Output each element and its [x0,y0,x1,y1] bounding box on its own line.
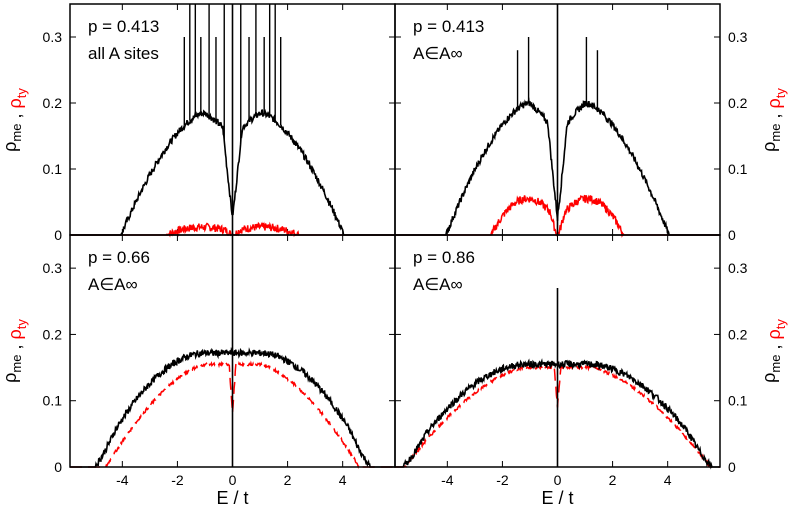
y-tick-label: 0.1 [728,161,748,177]
series-rho-ty [70,360,395,469]
y-axis-label: ρme , ρty [0,88,29,152]
x-tick-label: 0 [229,472,237,488]
y-axis-label: ρme , ρty [0,319,29,383]
y-tick-label: 0.3 [43,260,63,276]
y-tick-label: 0 [54,227,62,243]
x-tick-label: -2 [171,472,184,488]
y-tick-label: 0.3 [728,29,748,45]
x-tick-label: -4 [441,472,454,488]
y-tick-label: 0.2 [728,326,748,342]
x-axis-label: E / t [216,488,248,508]
x-tick-label: 4 [664,472,672,488]
panel-top-right: p = 0.413 A∈A∞ [394,3,721,238]
panel-annotation: p = 0.86 [413,248,475,267]
y-tick-label: 0.3 [43,29,63,45]
panel-annotation: p = 0.66 [88,248,150,267]
y-tick-label: 0 [728,227,736,243]
panel-annotation: A∈A∞ [413,44,463,63]
y-tick-label: 0 [54,459,62,475]
y-tick-label: 0 [728,459,736,475]
y-tick-label: 0.2 [43,326,63,342]
panel-annotation: A∈A∞ [88,275,138,294]
x-tick-label: -4 [116,472,129,488]
y-tick-label: 0.1 [43,393,63,409]
y-tick-label: 0.1 [43,161,63,177]
x-axis-label: E / t [541,488,573,508]
panel-annotation: all A sites [88,44,159,63]
panel-bottom-left: p = 0.66 A∈A∞ [69,234,396,469]
x-tick-label: 4 [339,472,347,488]
panel-bottom-right: p = 0.86 A∈A∞ [394,234,721,470]
panel-annotation: A∈A∞ [413,275,463,294]
y-tick-label: 0.2 [43,95,63,111]
y-tick-label: 0.2 [728,95,748,111]
panel-annotation: p = 0.413 [413,17,484,36]
x-tick-label: -2 [496,472,509,488]
x-tick-label: 2 [609,472,617,488]
y-axis-label: ρme , ρty [759,319,788,383]
y-tick-label: 0.1 [728,393,748,409]
x-tick-label: 2 [284,472,292,488]
panel-frame [394,234,721,468]
panel-annotation: p = 0.413 [88,17,159,36]
y-tick-label: 0.3 [728,260,748,276]
x-tick-label: 0 [554,472,562,488]
panel-top-left: p = 0.413 all A sites [69,3,396,238]
y-axis-label: ρme , ρty [759,88,788,152]
